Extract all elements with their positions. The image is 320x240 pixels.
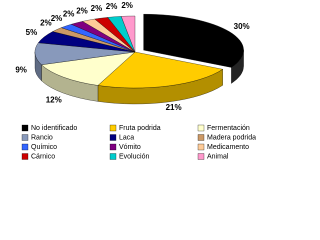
legend-label: Medicamento	[207, 144, 249, 151]
legend-label: No identificado	[31, 125, 77, 132]
legend-swatch	[21, 134, 29, 141]
legend-label: Rancio	[31, 134, 53, 141]
legend-swatch	[109, 134, 117, 141]
legend-label: Evolución	[119, 153, 149, 160]
value-label: 21%	[166, 103, 182, 112]
legend-swatch	[197, 124, 205, 132]
legend-swatch	[197, 134, 205, 141]
legend-swatch	[197, 153, 205, 160]
slice	[97, 51, 224, 89]
value-label: 2%	[91, 4, 103, 13]
value-label: 2%	[106, 2, 118, 11]
value-label: 2%	[63, 10, 75, 19]
slice	[121, 15, 136, 53]
legend-label: Madera podrida	[207, 134, 256, 141]
slice	[143, 14, 244, 68]
slice	[41, 51, 136, 86]
legend-swatch	[109, 143, 117, 151]
value-label: 30%	[234, 22, 250, 31]
value-label: 5%	[26, 28, 38, 37]
legend-swatch	[21, 124, 29, 132]
value-label: 12%	[46, 95, 62, 104]
legend-swatch	[197, 143, 205, 151]
legend-swatch	[109, 124, 117, 132]
legend-label: Cárnico	[31, 153, 55, 160]
value-label: 2%	[40, 18, 52, 27]
value-label: 2%	[51, 14, 63, 23]
legend-label: Químico	[31, 144, 57, 151]
value-label: 2%	[76, 6, 88, 15]
pie-tops	[34, 14, 244, 89]
legend-label: Laca	[119, 134, 134, 141]
legend-label: Fermentación	[207, 125, 250, 132]
legend-swatch	[109, 153, 117, 160]
legend-label: Animal	[207, 153, 229, 160]
legend-label: Vómito	[119, 144, 141, 151]
legend-swatch	[21, 143, 29, 151]
value-label: 9%	[15, 65, 27, 74]
chart: 30%21%12%9%5%2%2% 2% 2% 2% 2% 2%No identifica…	[15, 1, 256, 160]
value-label: 2%	[121, 1, 133, 10]
legend-label: Fruta podrida	[119, 125, 161, 132]
legend-swatch	[21, 153, 29, 160]
